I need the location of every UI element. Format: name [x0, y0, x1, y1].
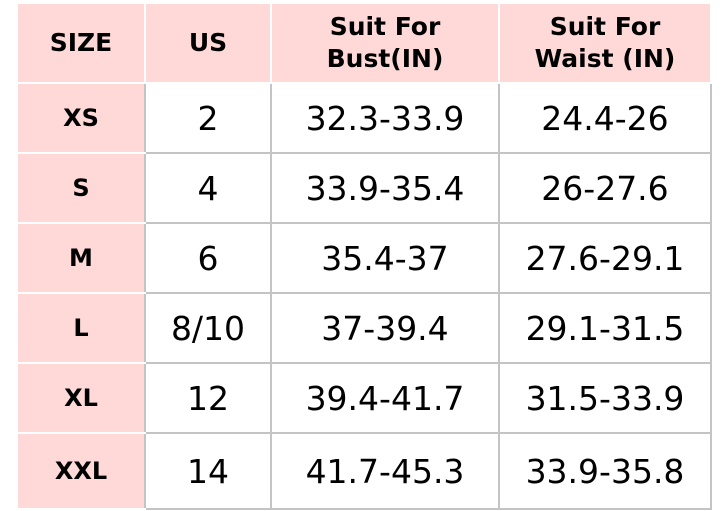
us-cell: 6 — [144, 222, 272, 294]
waist-cell: 26-27.6 — [498, 152, 712, 224]
waist-cell: 33.9-35.8 — [498, 432, 712, 510]
us-cell: 8/10 — [144, 292, 272, 364]
us-cell: 14 — [144, 432, 272, 510]
size-cell: XL — [16, 362, 146, 434]
table-row: L 8/10 37-39.4 29.1-31.5 — [16, 292, 712, 364]
bust-cell: 41.7-45.3 — [270, 432, 500, 510]
header-bust: Suit For Bust(IN) — [270, 2, 500, 84]
table-row: XXL 14 41.7-45.3 33.9-35.8 — [16, 432, 712, 510]
header-bust-line2: Bust(IN) — [326, 44, 444, 73]
waist-cell: 24.4-26 — [498, 82, 712, 154]
header-size: SIZE — [16, 2, 146, 84]
size-cell: XXL — [16, 432, 146, 510]
header-row: SIZE US Suit For Bust(IN) Suit For Waist (… — [16, 2, 712, 84]
waist-cell: 29.1-31.5 — [498, 292, 712, 364]
table-row: XL 12 39.4-41.7 31.5-33.9 — [16, 362, 712, 434]
table-row: S 4 33.9-35.4 26-27.6 — [16, 152, 712, 224]
us-cell: 2 — [144, 82, 272, 154]
header-us: US — [144, 2, 272, 84]
bust-cell: 39.4-41.7 — [270, 362, 500, 434]
size-cell: S — [16, 152, 146, 224]
header-waist-line2: Waist (IN) — [534, 44, 676, 73]
bust-cell: 37-39.4 — [270, 292, 500, 364]
size-cell: M — [16, 222, 146, 294]
header-waist-line1: Suit For — [549, 11, 661, 41]
us-cell: 12 — [144, 362, 272, 434]
table-row: M 6 35.4-37 27.6-29.1 — [16, 222, 712, 294]
size-cell: L — [16, 292, 146, 364]
size-cell: XS — [16, 82, 146, 154]
waist-cell: 27.6-29.1 — [498, 222, 712, 294]
table-row: XS 2 32.3-33.9 24.4-26 — [16, 82, 712, 154]
header-bust-line1: Suit For — [329, 11, 441, 41]
size-chart-table: SIZE US Suit For Bust(IN) Suit For Waist (… — [16, 2, 712, 510]
header-waist: Suit For Waist (IN) — [498, 2, 712, 84]
bust-cell: 35.4-37 — [270, 222, 500, 294]
waist-cell: 31.5-33.9 — [498, 362, 712, 434]
us-cell: 4 — [144, 152, 272, 224]
bust-cell: 33.9-35.4 — [270, 152, 500, 224]
bust-cell: 32.3-33.9 — [270, 82, 500, 154]
